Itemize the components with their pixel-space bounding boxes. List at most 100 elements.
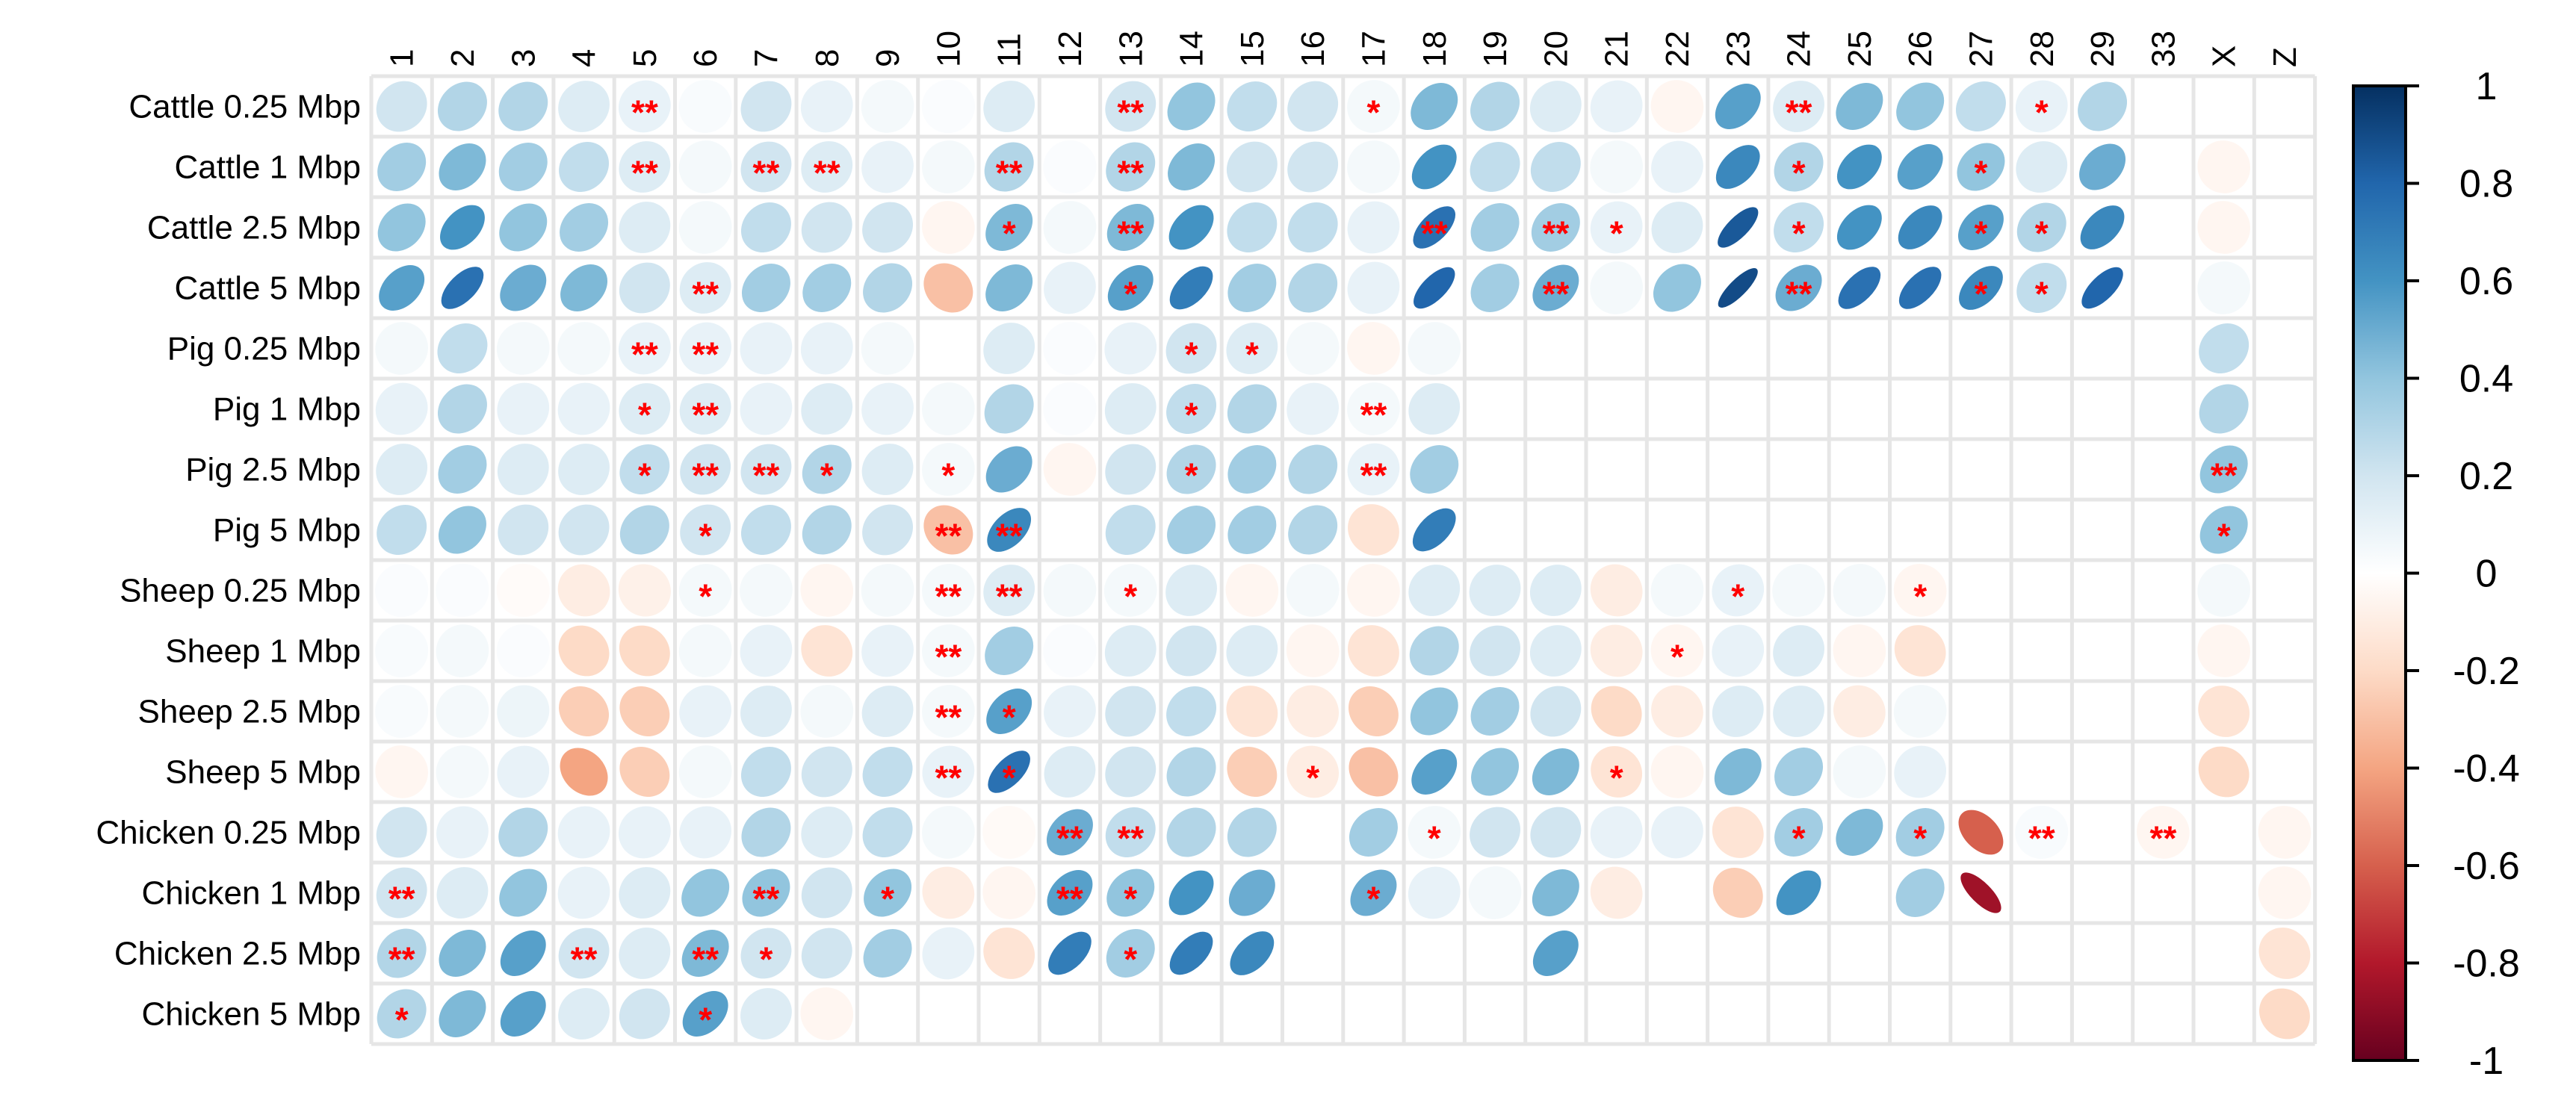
corr-ellipse-r16-c3 (500, 991, 546, 1037)
column-label: 13 (1112, 31, 1149, 67)
significance-mark: ** (2028, 819, 2055, 858)
corr-ellipse-r13-c3 (498, 807, 548, 857)
corr-ellipse-r10-c13 (1104, 625, 1157, 677)
significance-mark: * (1731, 577, 1744, 616)
column-label: 28 (2024, 31, 2061, 67)
corr-ellipse-r9-c10 (922, 564, 975, 617)
corr-ellipse-r1-c4 (558, 81, 610, 132)
corr-ellipse-r5-c10 (921, 321, 976, 376)
row-label: Sheep 2.5 Mbp (138, 694, 361, 730)
row-label: Chicken 5 Mbp (142, 996, 361, 1033)
corr-ellipse-r3-c13 (1106, 204, 1154, 251)
corr-ellipse-r8-c11 (987, 508, 1032, 552)
corr-ellipse-r12-c14 (1166, 747, 1216, 797)
corr-ellipse-r3-c29 (2080, 205, 2125, 249)
significance-mark: * (1185, 396, 1198, 435)
corr-ellipse-r12-c4 (560, 748, 608, 796)
column-label: 17 (1355, 31, 1392, 67)
corr-ellipse-r9-c5 (618, 564, 671, 617)
significance-mark: * (941, 456, 955, 495)
corr-ellipse-r4-c17 (1347, 261, 1400, 314)
corr-ellipse-r10-c21 (1590, 624, 1643, 677)
significance-mark: * (1003, 698, 1016, 737)
colorbar-tick-label: 0 (2476, 553, 2498, 596)
significance-mark: ** (1786, 93, 1812, 132)
corr-ellipse-r4-c1 (379, 265, 425, 311)
row-label: Pig 5 Mbp (213, 512, 361, 549)
corr-ellipse-r3-c5 (619, 202, 671, 253)
corr-ellipse-r12-c24 (1774, 748, 1824, 796)
corr-ellipse-r13-c13 (1105, 807, 1156, 857)
corr-ellipse-r13-c23 (1712, 807, 1764, 858)
corr-ellipse-r14-cZ (2258, 866, 2312, 919)
corr-ellipse-r15-c4 (558, 928, 610, 979)
corr-ellipse-r6-c13 (1104, 383, 1157, 435)
corr-ellipse-r1-c2 (437, 81, 487, 131)
corr-ellipse-r9-c18 (1408, 565, 1461, 616)
corr-ellipse-r4-c14 (1169, 266, 1213, 310)
corr-ellipse-r14-c5 (619, 867, 671, 919)
corr-ellipse-r1-c11 (983, 81, 1035, 132)
colorbar-tick-label: 0.6 (2459, 260, 2513, 303)
corr-ellipse-r4-c2 (441, 267, 484, 309)
corr-ellipse-r2-cX (2197, 140, 2250, 193)
corr-ellipse-r13-c1 (376, 807, 427, 858)
corr-ellipse-r15-c12 (1048, 931, 1092, 975)
corr-ellipse-r8-c14 (1167, 506, 1216, 554)
corr-ellipse-r10-c7 (740, 624, 793, 677)
corr-ellipse-r2-c25 (1836, 144, 1882, 190)
corr-ellipse-r11-c25 (1833, 685, 1886, 738)
column-label: 25 (1842, 31, 1878, 67)
corr-ellipse-r1-c18 (1411, 83, 1458, 130)
corr-ellipse-r12-c17 (1349, 747, 1399, 797)
corr-ellipse-r10-c24 (1773, 625, 1824, 677)
corr-ellipse-r2-c8 (801, 141, 853, 193)
corr-ellipse-r11-c15 (1226, 686, 1278, 737)
significance-mark: * (2217, 517, 2231, 556)
corr-ellipse-r14-c11 (982, 866, 1035, 919)
corr-ellipse-r7-c6 (680, 444, 731, 495)
column-label: 20 (1538, 31, 1574, 67)
corr-ellipse-r8-c9 (862, 504, 913, 556)
significance-mark: ** (935, 638, 962, 677)
corr-ellipse-r15-c11 (983, 928, 1035, 979)
corr-ellipse-r14-c4 (557, 866, 610, 919)
corr-ellipse-r5-c7 (740, 322, 793, 375)
corr-ellipse-r6-c8 (801, 383, 853, 435)
corr-ellipse-r4-c6 (679, 262, 731, 314)
corr-ellipse-r8-c2 (438, 506, 486, 554)
corr-ellipse-r3-c9 (862, 202, 913, 253)
significance-mark: ** (1117, 93, 1144, 132)
corr-ellipse-r2-c14 (1168, 143, 1216, 190)
corr-ellipse-r3-c11 (985, 204, 1033, 251)
corr-ellipse-r11-c10 (922, 685, 975, 738)
corr-ellipse-r3-c14 (1168, 205, 1214, 250)
corr-ellipse-r2-c18 (1411, 144, 1457, 190)
corr-ellipse-r10-c10 (922, 624, 975, 677)
corr-ellipse-r5-c13 (1104, 322, 1157, 375)
significance-mark: * (1610, 759, 1623, 798)
corr-ellipse-r1-c19 (1470, 81, 1520, 131)
row-label: Cattle 0.25 Mbp (129, 89, 361, 125)
corr-ellipse-r1-c14 (1167, 82, 1216, 131)
corr-ellipse-r3-c1 (377, 203, 426, 252)
corr-ellipse-r7-c9 (861, 444, 914, 495)
significance-mark: * (1792, 154, 1806, 193)
column-label: 33 (2145, 31, 2182, 67)
corr-ellipse-r10-c17 (1348, 625, 1399, 677)
corr-ellipse-r9-c22 (1650, 564, 1704, 617)
corr-ellipse-r11-c23 (1712, 686, 1764, 737)
corr-ellipse-r12-c5 (619, 747, 670, 797)
corr-ellipse-r9-c6 (678, 564, 732, 617)
significance-mark: ** (631, 154, 658, 193)
corr-ellipse-r9-c9 (861, 564, 914, 617)
significance-mark: ** (1056, 819, 1083, 858)
corr-ellipse-r11-c17 (1348, 686, 1399, 736)
significance-mark: * (699, 517, 712, 556)
corr-ellipse-r3-cX (2197, 201, 2250, 254)
corr-ellipse-r9-c26 (1893, 564, 1947, 617)
row-label: Chicken 1 Mbp (142, 875, 361, 912)
corr-ellipse-r16-c5 (619, 988, 670, 1040)
corr-ellipse-r10-c9 (861, 624, 914, 677)
corr-ellipse-r12-c3 (497, 745, 550, 798)
